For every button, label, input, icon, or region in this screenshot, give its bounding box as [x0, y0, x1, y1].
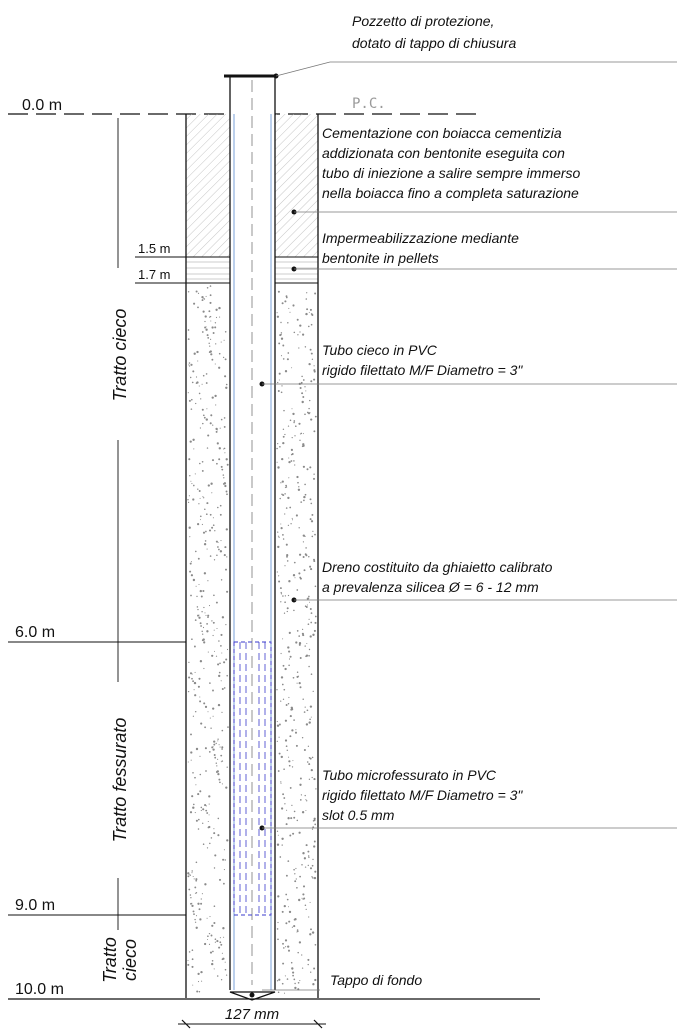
depth-label-6: 6.0 m	[15, 624, 55, 641]
note-drain: Dreno costituito da ghiaietto calibrato …	[291, 559, 677, 603]
svg-text:tubo di iniezione a salire sem: tubo di iniezione a salire sempre immers…	[322, 165, 581, 181]
section-label-tratto-fessurato: Tratto fessurato	[110, 718, 130, 843]
depth-label-9: 9.0 m	[15, 897, 55, 914]
svg-text:bentonite in pellets: bentonite in pellets	[322, 250, 439, 266]
svg-text:Cementazione con boiacca cemen: Cementazione con boiacca cementizia	[322, 125, 562, 141]
svg-text:Impermeabilizzazione mediante: Impermeabilizzazione mediante	[322, 230, 519, 246]
diameter-dimension: 127 mm	[178, 1006, 326, 1029]
ground-level-label: P.C.	[352, 96, 386, 112]
section-label-tratto-bottom: Tratto	[100, 937, 120, 983]
note-bottom-cap: Tappo di fondo	[262, 972, 422, 991]
svg-text:nella boiacca fino a completa: nella boiacca fino a completa saturazion…	[322, 185, 579, 201]
diameter-label: 127 mm	[225, 1006, 279, 1023]
depth-label-0: 0.0 m	[22, 97, 62, 114]
pvc-pipe	[230, 76, 275, 998]
svg-text:addizionata con bentonite eseg: addizionata con bentonite eseguita con	[322, 145, 565, 161]
svg-text:slot 0.5 mm: slot 0.5 mm	[322, 807, 395, 823]
section-label-cieco-bottom: cieco	[120, 939, 140, 981]
svg-text:Pozzetto di protezione,: Pozzetto di protezione,	[352, 13, 494, 29]
depth-label-1.5: 1.5 m	[138, 241, 171, 256]
svg-text:dotato di tappo di chiusura: dotato di tappo di chiusura	[352, 35, 516, 51]
note-well-cap: Pozzetto di protezione, dotato di tappo …	[275, 13, 677, 77]
svg-text:Dreno costituito da ghiaietto: Dreno costituito da ghiaietto calibrato	[322, 559, 553, 575]
svg-text:Tappo di fondo: Tappo di fondo	[330, 972, 422, 988]
section-label-tratto-cieco-top: Tratto cieco	[110, 309, 130, 402]
note-sealing: Impermeabilizzazione mediante bentonite …	[291, 230, 677, 272]
note-slotted-pipe: Tubo microfessurato in PVC rigido filett…	[259, 767, 677, 831]
note-blind-pipe: Tubo cieco in PVC rigido filettato M/F D…	[259, 342, 677, 387]
svg-text:Tubo microfessurato in PVC: Tubo microfessurato in PVC	[322, 767, 497, 783]
note-cementation: Cementazione con boiacca cementizia addi…	[291, 125, 677, 215]
svg-text:rigido filettato M/F Diametro: rigido filettato M/F Diametro = 3"	[322, 787, 523, 803]
svg-text:Tubo cieco in PVC: Tubo cieco in PVC	[322, 342, 438, 358]
depth-label-1.7: 1.7 m	[138, 267, 171, 282]
gravel-dots	[187, 285, 317, 994]
svg-text:a prevalenza silicea Ø = 6 - 1: a prevalenza silicea Ø = 6 - 12 mm	[322, 579, 539, 595]
depth-label-10: 10.0 m	[15, 981, 64, 998]
svg-text:rigido filettato M/F Diametro: rigido filettato M/F Diametro = 3"	[322, 362, 523, 378]
slotted-section	[233, 641, 272, 916]
